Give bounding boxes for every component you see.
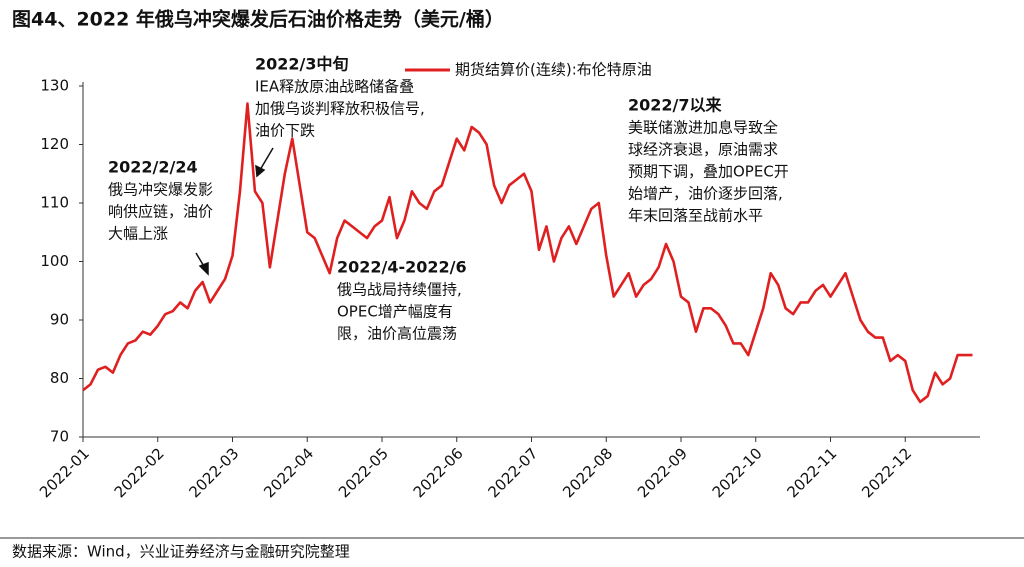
x-tick-label: 2022-01	[36, 444, 93, 501]
x-tick-label: 2022-09	[634, 444, 691, 501]
x-tick-label: 2022-02	[111, 444, 168, 501]
annotation-line: 始增产，油价逐步回落,	[628, 185, 783, 203]
x-tick-label: 2022-04	[260, 444, 317, 501]
annotation-line: 球经济衰退，原油需求	[628, 141, 778, 159]
y-tick-label: 130	[40, 77, 69, 95]
annotation-title: 2022/7以来	[628, 96, 723, 115]
annotation-title: 2022/4-2022/6	[337, 258, 467, 277]
source-note: 数据来源：Wind，兴业证券经济与金融研究院整理	[12, 543, 350, 561]
arrows	[195, 147, 274, 276]
x-tick-label: 2022-11	[783, 444, 840, 501]
y-tick-label: 90	[50, 311, 69, 329]
y-tick-label: 80	[50, 369, 69, 387]
x-tick-label: 2022-05	[335, 444, 392, 501]
x-tick-label: 2022-03	[185, 444, 242, 501]
price-line	[82, 102, 973, 404]
annotation-line: 俄乌冲突爆发影	[108, 181, 213, 199]
x-tick-label: 2022-10	[709, 444, 766, 501]
annotation-line: 俄乌战局持续僵持,	[337, 281, 462, 299]
y-tick-label: 100	[40, 252, 69, 270]
x-tick-label: 2022-07	[484, 444, 541, 501]
x-tick-label: 2022-12	[858, 444, 915, 501]
annotation-line: OPEC增产幅度有	[337, 303, 453, 321]
chart-title: 图44、2022 年俄乌冲突爆发后石油价格走势（美元/桶）	[12, 8, 504, 31]
y-tick-label: 110	[40, 194, 69, 212]
annotation-line: 加俄乌谈判释放积极信号,	[255, 100, 425, 118]
annotation-line: 响供应链，油价	[108, 203, 213, 221]
annotation-line: 预期下调，叠加OPEC开	[628, 163, 789, 181]
x-tick-label: 2022-06	[410, 444, 467, 501]
y-tick-label: 70	[50, 428, 69, 446]
annotation-line: 油价下跌	[255, 122, 315, 140]
annotation-line: 限，油价高位震荡	[337, 325, 457, 343]
annotation-title: 2022/3中旬	[255, 55, 349, 74]
annotation-line: 美联储激进加息导致全	[628, 119, 778, 137]
legend-label: 期货结算价(连续):布伦特原油	[455, 61, 652, 79]
x-tick-label: 2022-08	[559, 444, 616, 501]
annotation-line: 大幅上涨	[108, 225, 168, 243]
annotation-title: 2022/2/24	[108, 158, 198, 177]
annotation-line: IEA释放原油战略储备叠	[255, 78, 414, 96]
y-tick-label: 120	[40, 135, 69, 153]
annotation-line: 年末回落至战前水平	[628, 207, 763, 225]
